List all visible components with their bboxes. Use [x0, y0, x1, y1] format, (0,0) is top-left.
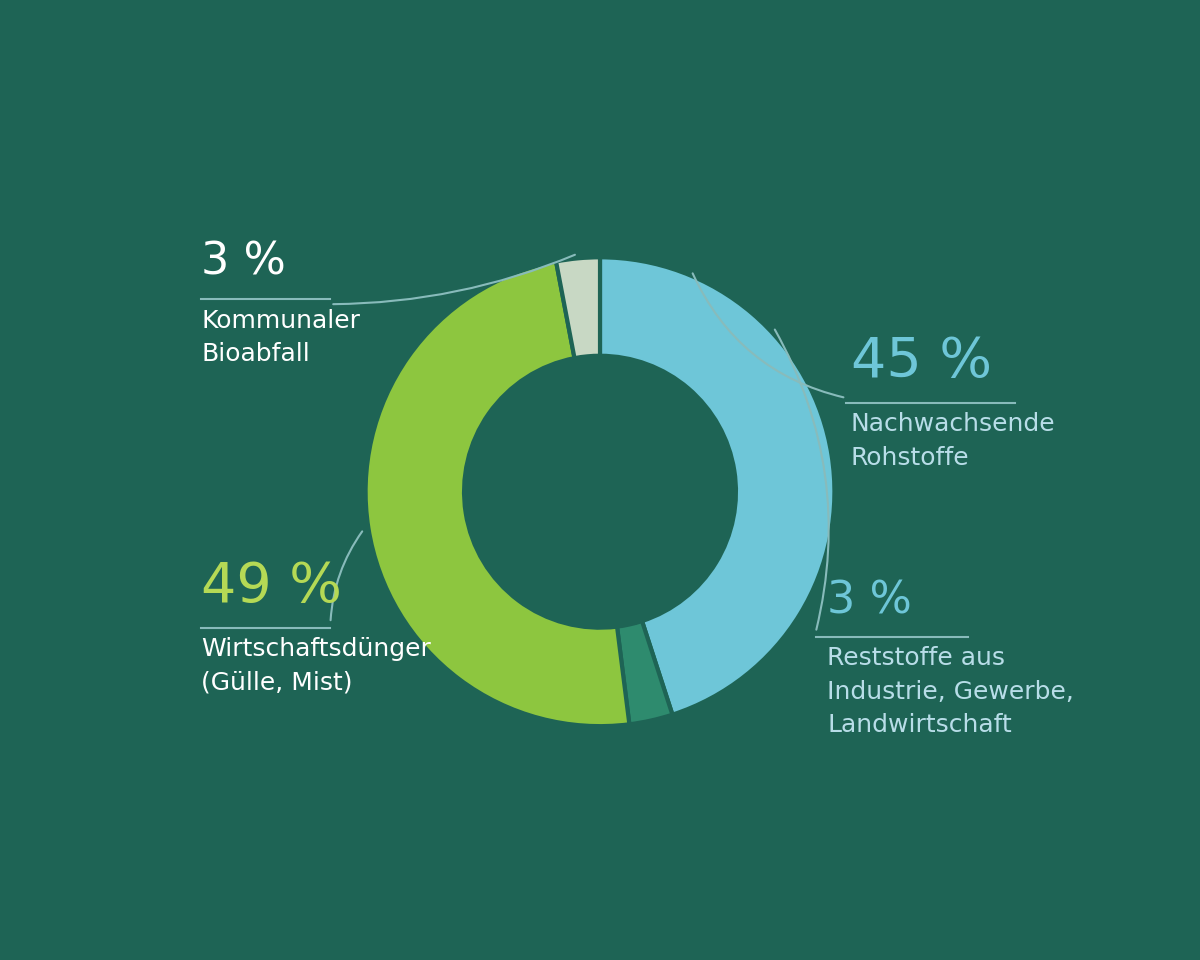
- Text: Kommunaler
Bioabfall: Kommunaler Bioabfall: [202, 309, 360, 367]
- Wedge shape: [617, 621, 672, 724]
- Text: 49 %: 49 %: [202, 560, 342, 613]
- Circle shape: [464, 356, 736, 628]
- Text: Reststoffe aus
Industrie, Gewerbe,
Landwirtschaft: Reststoffe aus Industrie, Gewerbe, Landw…: [827, 646, 1074, 737]
- Text: 45 %: 45 %: [851, 335, 992, 389]
- Text: 3 %: 3 %: [202, 240, 287, 283]
- Wedge shape: [600, 257, 834, 714]
- Wedge shape: [366, 261, 629, 726]
- Text: Wirtschaftsdünger
(Gülle, Mist): Wirtschaftsdünger (Gülle, Mist): [202, 637, 431, 695]
- Wedge shape: [556, 257, 600, 358]
- Text: 3 %: 3 %: [827, 580, 912, 623]
- Text: Nachwachsende
Rohstoffe: Nachwachsende Rohstoffe: [851, 412, 1056, 469]
